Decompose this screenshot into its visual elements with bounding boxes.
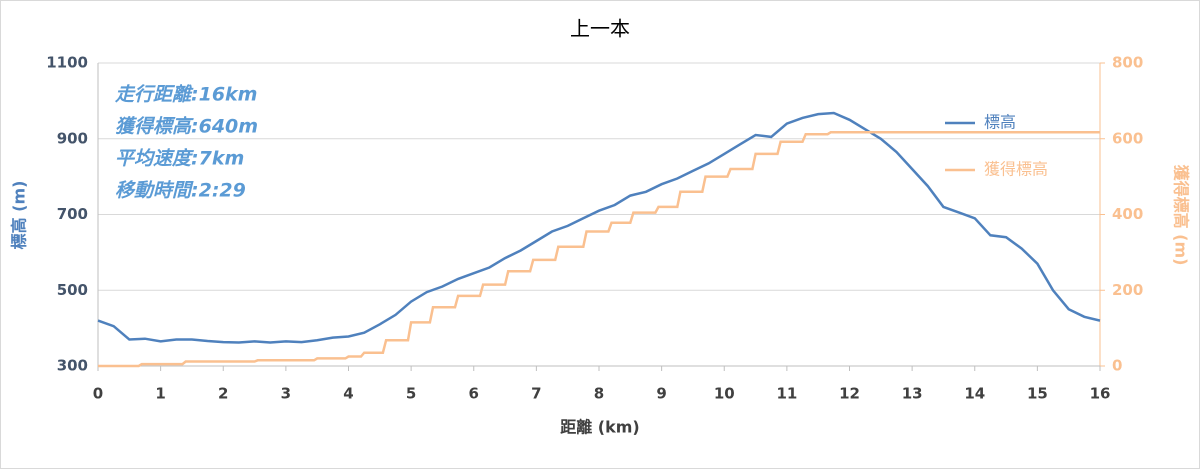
annotation: 獲得標高:640m	[115, 116, 258, 138]
x-tick-label: 0	[93, 385, 103, 403]
annotation: 移動時間:2:29	[115, 180, 246, 202]
x-tick-label: 7	[531, 385, 541, 403]
annotation: 走行距離:16km	[114, 84, 257, 106]
annotation: 平均速度:7km	[115, 148, 244, 170]
chart-title: 上一本	[570, 17, 630, 41]
y-tick-label: 500	[57, 281, 88, 299]
legend-label: 獲得標高	[984, 160, 1048, 179]
x-tick-label: 11	[776, 385, 797, 403]
x-tick-label: 9	[656, 385, 666, 403]
x-tick-label: 8	[594, 385, 604, 403]
y-tick-label: 900	[57, 129, 88, 147]
x-tick-label: 15	[1027, 385, 1048, 403]
y-tick-label: 300	[57, 357, 88, 375]
y2-tick-label: 600	[1112, 129, 1143, 147]
legend-label: 標高	[984, 113, 1016, 132]
y2-tick-label: 800	[1112, 54, 1143, 72]
y2-tick-label: 400	[1112, 205, 1143, 223]
data-line	[97, 111, 1101, 344]
y2-axis-label: 獲得標高 (m)	[1172, 165, 1191, 266]
y-tick-label: 1100	[46, 54, 88, 72]
x-tick-label: 5	[406, 385, 416, 403]
x-tick-label: 1	[155, 385, 165, 403]
x-tick-label: 13	[902, 385, 923, 403]
y2-tick-label: 200	[1112, 281, 1143, 299]
y2-tick-label: 0	[1112, 357, 1122, 375]
y-tick-label: 700	[57, 205, 88, 223]
data-line	[98, 131, 1100, 368]
x-tick-label: 3	[281, 385, 291, 403]
x-tick-label: 16	[1090, 385, 1111, 403]
y-axis-label: 標高 (m)	[10, 181, 29, 250]
x-tick-label: 14	[964, 385, 985, 403]
x-tick-label: 4	[343, 385, 353, 403]
x-tick-label: 2	[218, 385, 228, 403]
x-axis-label: 距離 (km)	[560, 418, 640, 437]
x-tick-label: 6	[469, 385, 479, 403]
x-tick-label: 10	[714, 385, 735, 403]
x-tick-label: 12	[839, 385, 860, 403]
